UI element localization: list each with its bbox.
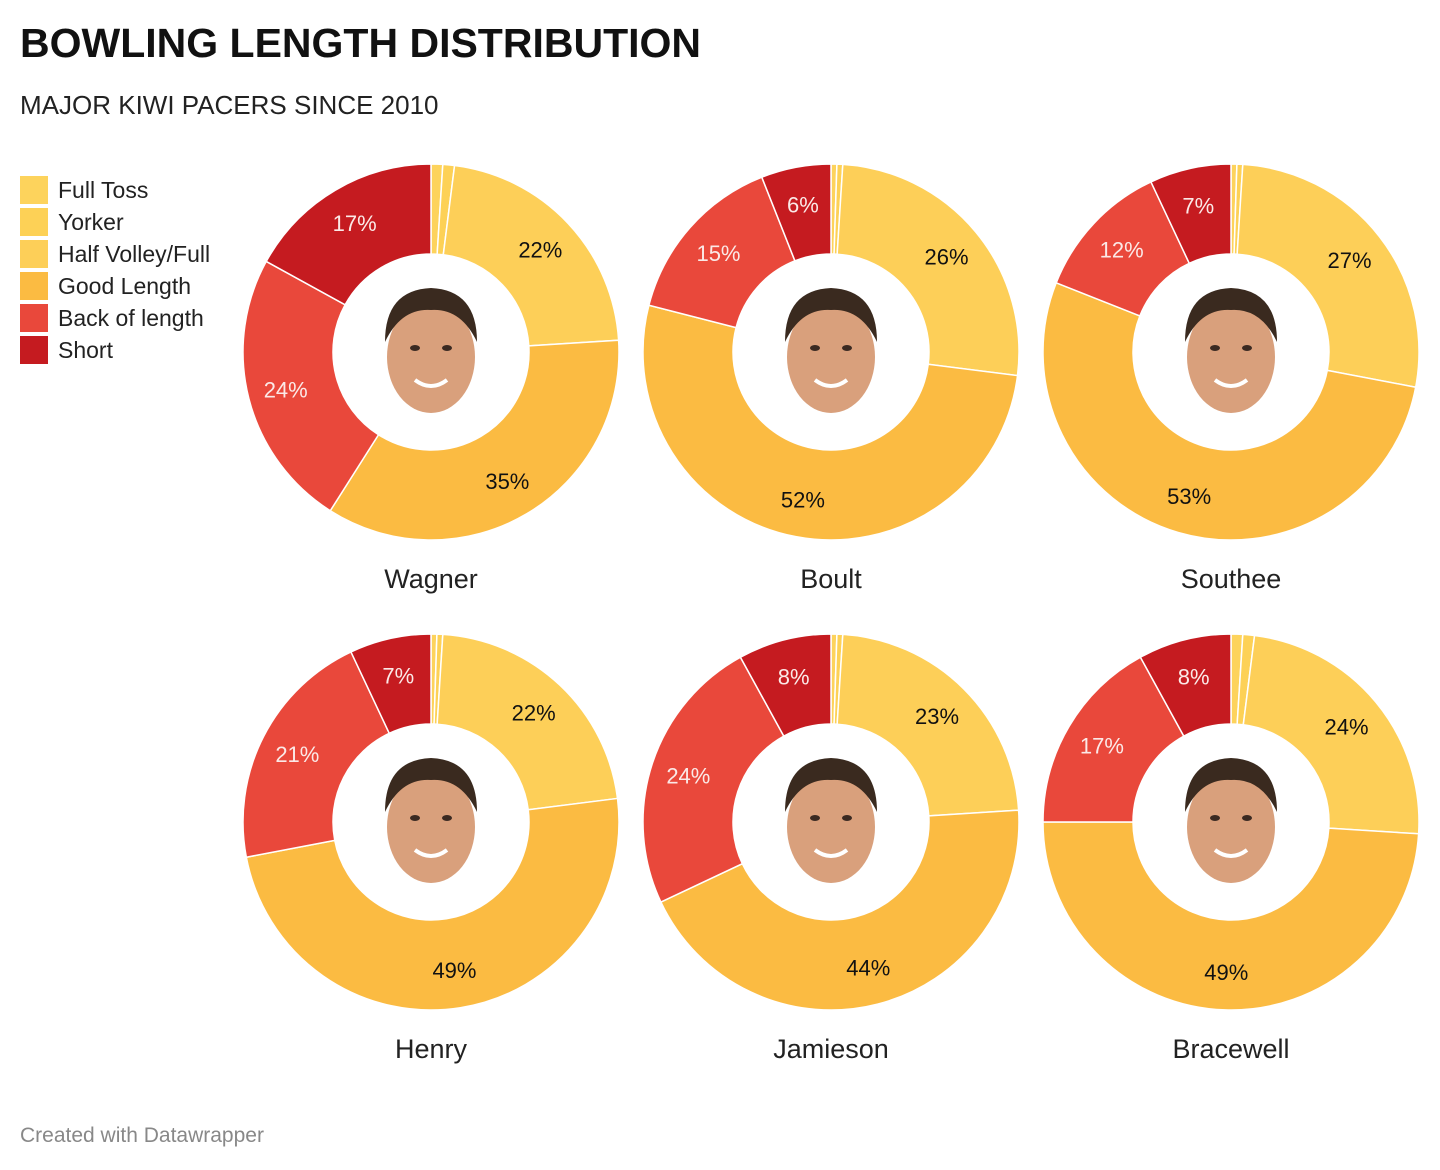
- slice-short: [265, 163, 432, 306]
- donut-southee: 27% 53% 12% 7% Southee: [1042, 163, 1420, 594]
- slice-short: [1139, 633, 1232, 738]
- slice-half-volley-full: [436, 633, 619, 811]
- player-photo: [785, 758, 877, 883]
- legend-label: Full Toss: [58, 176, 149, 203]
- slice-back-of-length: [642, 656, 785, 904]
- legend-item-half-volley: Half Volley/Full: [20, 238, 210, 270]
- slice-short: [760, 163, 832, 262]
- legend-label: Yorker: [58, 208, 124, 235]
- player-photo: [1185, 288, 1277, 413]
- chart-title: BOWLING LENGTH DISTRIBUTION: [20, 20, 702, 66]
- player-name: Boult: [800, 564, 862, 594]
- slice-label-good-length: 49%: [432, 958, 476, 983]
- slice-label-good-length: 53%: [1167, 484, 1211, 509]
- slice-label-half-volley-full: 24%: [1325, 714, 1369, 739]
- slice-label-half-volley-full: 23%: [915, 704, 959, 729]
- legend-label: Good Length: [58, 272, 192, 299]
- slice-label-short: 7%: [382, 664, 414, 689]
- slice-half-volley-full: [836, 633, 1020, 817]
- slice-label-good-length: 44%: [846, 955, 890, 980]
- legend-swatch: [20, 304, 48, 332]
- slice-label-good-length: 52%: [781, 487, 825, 512]
- slice-label-half-volley-full: 22%: [512, 701, 556, 726]
- slice-label-good-length: 49%: [1204, 960, 1248, 985]
- slice-label-short: 17%: [333, 211, 377, 236]
- player-name: Southee: [1181, 564, 1282, 594]
- slice-label-back-of-length: 17%: [1080, 734, 1124, 759]
- legend-swatch: [20, 272, 48, 300]
- slice-good-length: [245, 797, 620, 1011]
- slice-label-back-of-length: 12%: [1100, 237, 1144, 262]
- slice-label-back-of-length: 24%: [264, 377, 308, 402]
- legend-swatch: [20, 208, 48, 236]
- slice-half-volley-full: [1242, 634, 1420, 835]
- slice-label-short: 7%: [1182, 194, 1214, 219]
- legend-label: Half Volley/Full: [58, 240, 211, 267]
- legend-swatch: [20, 176, 48, 204]
- player-photo: [385, 288, 477, 413]
- slice-good-length: [659, 809, 1020, 1011]
- legend-item-back-of-length: Back of length: [20, 302, 210, 334]
- legend: Full Toss Yorker Half Volley/Full Good L…: [20, 174, 210, 366]
- slice-good-length: [642, 304, 1019, 541]
- slice-back-of-length: [242, 260, 380, 512]
- slice-half-volley-full: [442, 164, 620, 347]
- slice-label-half-volley-full: 26%: [925, 244, 969, 269]
- slice-label-half-volley-full: 22%: [518, 237, 562, 262]
- player-name: Jamieson: [773, 1034, 889, 1064]
- player-photo: [1185, 758, 1277, 883]
- legend-label: Back of length: [58, 304, 204, 331]
- legend-swatch: [20, 240, 48, 268]
- slice-half-volley-full: [1236, 163, 1420, 389]
- credit-footer: Created with Datawrapper: [20, 1124, 264, 1147]
- slice-back-of-length: [242, 650, 391, 859]
- legend-item-short: Short: [20, 334, 210, 366]
- donut-henry: 22% 49% 21% 7% Henry: [242, 633, 620, 1064]
- slice-short: [739, 633, 832, 738]
- donut-bracewell: 24% 49% 17% 8% Bracewell: [1042, 633, 1420, 1064]
- player-name: Bracewell: [1172, 1034, 1289, 1064]
- donut-jamieson: 23% 44% 24% 8% Jamieson: [642, 633, 1020, 1064]
- slice-label-back-of-length: 21%: [275, 742, 319, 767]
- legend-label: Short: [58, 336, 113, 363]
- slice-good-length: [1042, 281, 1417, 541]
- donut-wagner: 22% 35% 24% 17% Wagner: [242, 163, 620, 594]
- slice-good-length: [1042, 821, 1420, 1011]
- slice-label-short: 8%: [1178, 665, 1210, 690]
- slice-short: [1149, 163, 1232, 265]
- chart-subtitle: MAJOR KIWI PACERS SINCE 2010: [20, 90, 439, 120]
- slice-back-of-length: [1042, 656, 1185, 823]
- slice-short: [349, 633, 432, 735]
- donut-boult: 26% 52% 15% 6% Boult: [642, 163, 1020, 594]
- player-name: Henry: [395, 1034, 468, 1064]
- slice-label-back-of-length: 15%: [696, 241, 740, 266]
- slice-label-short: 8%: [778, 665, 810, 690]
- slice-label-back-of-length: 24%: [666, 764, 710, 789]
- player-name: Wagner: [384, 564, 478, 594]
- legend-item-yorker: Yorker: [20, 206, 210, 238]
- slice-label-half-volley-full: 27%: [1327, 248, 1371, 273]
- slice-label-short: 6%: [787, 193, 819, 218]
- player-photo: [385, 758, 477, 883]
- slice-good-length: [329, 339, 620, 541]
- legend-item-full-toss: Full Toss: [20, 174, 210, 206]
- slice-half-volley-full: [836, 163, 1020, 377]
- legend-item-good-length: Good Length: [20, 270, 210, 302]
- legend-swatch: [20, 336, 48, 364]
- player-photo: [785, 288, 877, 413]
- slice-label-good-length: 35%: [485, 469, 529, 494]
